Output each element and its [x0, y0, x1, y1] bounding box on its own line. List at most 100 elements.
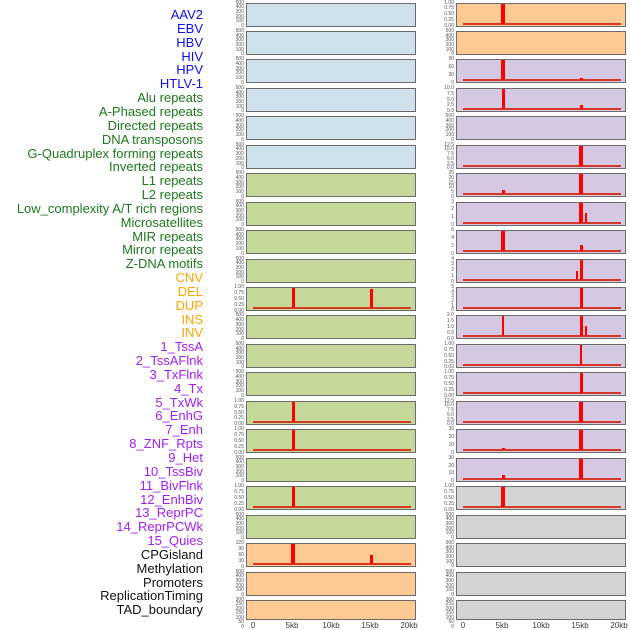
- y-tick-label: 10: [448, 184, 454, 191]
- signal-spike: [502, 316, 504, 337]
- y-tick-label: 500: [445, 540, 454, 547]
- y-axis-ticks: 500 400 300 200 100 0: [411, 512, 454, 541]
- feature-label: L1 repeats: [141, 173, 203, 189]
- profile-panel: [456, 258, 626, 283]
- y-tick-label: 500: [235, 27, 244, 34]
- profile-panel: [246, 30, 416, 55]
- y-tick-label: 100: [235, 530, 244, 537]
- y-tick-label: 0.0: [447, 335, 454, 342]
- feature-label: DEL: [177, 283, 203, 299]
- feature-label: AAV2: [170, 7, 203, 23]
- y-tick-label: 0: [241, 250, 244, 257]
- profile-panel: [246, 287, 416, 311]
- y-tick-label: 300: [445, 122, 454, 129]
- feature-label: CNV: [175, 270, 203, 286]
- y-tick-label: 0: [451, 563, 454, 570]
- y-axis-ticks: 500 400 300 200 100 0: [201, 512, 244, 542]
- y-tick-label: 0.50: [234, 494, 244, 501]
- x-tick-label: 15kb: [361, 620, 379, 630]
- signal-baseline: [463, 250, 621, 253]
- y-tick-label: 200: [235, 212, 244, 219]
- profile-panel: [246, 514, 416, 539]
- y-tick-label: 0: [241, 535, 244, 542]
- y-axis-ticks: 12.5 10.0 7.5 5.0 2.5 0.0: [411, 399, 454, 427]
- y-tick-label: 300: [235, 151, 244, 158]
- profile-panel: [456, 486, 626, 511]
- profile-panel: [246, 59, 416, 84]
- x-tick-label: 5kb: [495, 620, 509, 630]
- feature-label: Promoters: [143, 574, 203, 590]
- y-tick-label: 100: [445, 46, 454, 53]
- profile-panel: [246, 116, 416, 141]
- y-tick-label: 100: [235, 274, 244, 281]
- y-tick-label: 0.75: [444, 346, 454, 353]
- y-tick-label: 200: [445, 582, 454, 589]
- profile-panel: [456, 514, 626, 539]
- feature-label: G-Quadruplex forming repeats: [27, 145, 203, 161]
- y-tick-label: 7.5: [447, 90, 454, 97]
- y-tick-label: 300: [445, 596, 454, 603]
- y-tick-label: 300: [235, 65, 244, 72]
- y-tick-label: 400: [235, 516, 244, 523]
- y-tick-label: 500: [235, 369, 244, 376]
- feature-label: Z-DNA motifs: [125, 256, 203, 272]
- y-tick-label: 1.00: [444, 340, 454, 347]
- y-axis-ticks: 500 400 300 200 100 0: [411, 569, 454, 598]
- profile-panel: [456, 400, 626, 425]
- y-tick-label: 4: [451, 255, 454, 262]
- signal-baseline: [463, 506, 621, 509]
- signal-spike: [291, 544, 295, 565]
- feature-label: Microsatellites: [120, 214, 203, 230]
- feature-label: 3_TxFlnk: [149, 366, 203, 382]
- y-tick-label: 500: [235, 170, 244, 177]
- y-tick-label: 200: [235, 582, 244, 589]
- y-axis-ticks: 500 400 300 200 100 0: [411, 114, 454, 142]
- y-tick-label: 100: [445, 587, 454, 594]
- y-tick-label: 5: [451, 188, 454, 195]
- y-tick-label: 100: [235, 75, 244, 82]
- y-tick-label: 0.25: [444, 386, 454, 393]
- y-axis-ticks: 500 400 300 200 100 0: [201, 256, 244, 285]
- y-tick-label: 0.50: [444, 352, 454, 359]
- signal-baseline: [253, 307, 411, 309]
- signal-spike: [291, 401, 295, 422]
- x-tick-label: 0: [250, 620, 256, 630]
- y-tick-label: 100: [235, 245, 244, 252]
- y-tick-label: 300: [235, 378, 244, 385]
- y-tick-label: 20: [448, 462, 454, 469]
- y-tick-label: 0.00: [444, 392, 454, 399]
- signal-spike: [579, 174, 583, 195]
- feature-label: A-Phased repeats: [98, 103, 203, 119]
- y-axis-ticks: 1.00 0.75 0.50 0.25 0.00: [201, 285, 244, 313]
- y-tick-label: 3: [451, 198, 454, 205]
- y-tick-label: 400: [235, 203, 244, 210]
- y-tick-label: 500: [445, 113, 454, 120]
- y-tick-label: 2: [451, 242, 454, 249]
- y-tick-label: 200: [235, 525, 244, 532]
- signal-spike: [579, 316, 583, 337]
- y-tick-label: 300: [235, 577, 244, 584]
- y-tick-label: 100: [235, 103, 244, 110]
- y-axis-ticks: 120 90 60 30 0: [201, 541, 244, 569]
- y-tick-label: 400: [235, 260, 244, 267]
- y-tick-label: 200: [235, 468, 244, 475]
- profile-panel: [246, 457, 416, 482]
- y-tick-label: 7.5: [447, 407, 454, 414]
- profile-panel: [246, 258, 416, 283]
- feature-label: Alu repeats: [137, 90, 203, 106]
- signal-baseline: [463, 221, 621, 224]
- profile-panel: [246, 343, 416, 368]
- y-tick-label: 0: [451, 222, 454, 229]
- y-tick-label: 0.75: [234, 432, 244, 439]
- y-tick-label: 200: [445, 42, 454, 48]
- y-tick-label: 400: [235, 317, 244, 324]
- y-tick-label: 0.75: [234, 403, 244, 410]
- profile-panel: [456, 457, 626, 482]
- feature-label: 13_ReprPC: [135, 505, 203, 521]
- y-tick-label: 200: [235, 70, 244, 77]
- y-tick-label: 0: [451, 307, 454, 314]
- y-tick-label: 0: [241, 22, 244, 29]
- y-axis-ticks: 12.5 10.0 7.5 5.0 2.5 0.0: [411, 143, 454, 171]
- profile-panel: [246, 486, 416, 511]
- y-tick-label: 0: [241, 51, 244, 58]
